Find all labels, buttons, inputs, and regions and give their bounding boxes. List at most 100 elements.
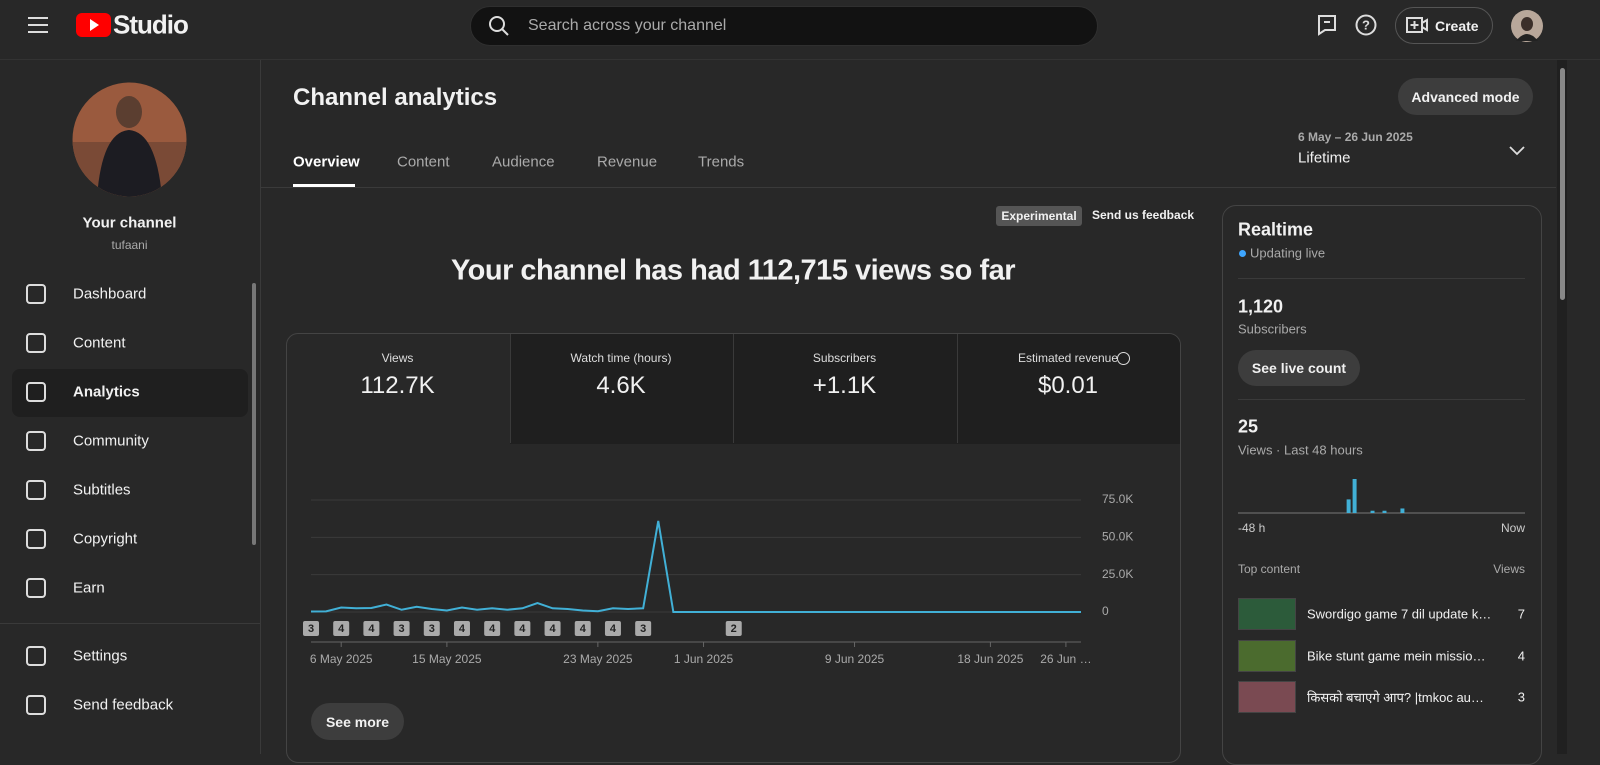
menu-button[interactable] bbox=[26, 15, 50, 35]
tab[interactable]: Trends bbox=[698, 153, 745, 171]
logo-icon[interactable] bbox=[76, 12, 112, 38]
publish-count: 4 bbox=[338, 623, 345, 635]
nav-item[interactable]: Subtitles bbox=[73, 481, 131, 499]
metric-divider bbox=[733, 334, 734, 443]
period-chevron[interactable] bbox=[1508, 143, 1526, 157]
nav-item[interactable]: Community bbox=[73, 432, 149, 450]
create-icon bbox=[1406, 17, 1428, 33]
nav-icon bbox=[26, 480, 46, 500]
publish-badge[interactable] bbox=[363, 621, 380, 636]
nav-item[interactable]: Content bbox=[73, 334, 126, 352]
y-tick-label: 25.0K bbox=[1102, 567, 1133, 581]
nav-item[interactable]: Analytics bbox=[73, 383, 140, 401]
publish-count: 2 bbox=[731, 623, 737, 635]
publish-badge[interactable] bbox=[635, 621, 652, 636]
publish-badge[interactable] bbox=[484, 621, 501, 636]
feedback-link[interactable]: Send us feedback bbox=[1092, 208, 1195, 222]
x-tick-label: 1 Jun 2025 bbox=[674, 652, 734, 666]
publish-badge[interactable] bbox=[393, 621, 410, 636]
x-tick-label: 23 May 2025 bbox=[563, 652, 633, 666]
metric-label[interactable]: Watch time (hours) bbox=[570, 351, 672, 365]
tab[interactable]: Content bbox=[397, 153, 450, 171]
y-tick-label: 0 bbox=[1102, 604, 1109, 618]
subscriber-count: 1,120 bbox=[1238, 296, 1284, 317]
nav-item[interactable]: Dashboard bbox=[73, 285, 147, 303]
publish-badge[interactable] bbox=[453, 621, 470, 636]
nav-icon bbox=[26, 646, 46, 666]
metric-label[interactable]: Subscribers bbox=[812, 351, 877, 365]
video-thumbnail[interactable] bbox=[1238, 598, 1296, 630]
nav-icon bbox=[26, 529, 46, 549]
metric-label[interactable]: Estimated revenue bbox=[1017, 351, 1119, 365]
nav-item[interactable]: Settings bbox=[73, 647, 128, 665]
see-live-count-button[interactable]: See live count bbox=[1238, 350, 1360, 386]
logo-text[interactable]: Studio bbox=[113, 9, 189, 40]
period[interactable]: Lifetime bbox=[1298, 149, 1351, 167]
publish-count: 4 bbox=[368, 623, 375, 635]
video-title[interactable]: Bike stunt game mein missio… bbox=[1307, 648, 1486, 663]
tab-underline bbox=[293, 184, 355, 187]
bar bbox=[1352, 479, 1357, 513]
advanced-mode-button[interactable]: Advanced mode bbox=[1398, 78, 1533, 115]
axis-end: Now bbox=[1501, 521, 1525, 535]
metric-value[interactable]: 112.7K bbox=[360, 372, 435, 399]
nav-item[interactable]: Copyright bbox=[73, 530, 138, 548]
realtime-chart: -48 h Now bbox=[1238, 479, 1525, 535]
video-thumbnail[interactable] bbox=[1238, 639, 1296, 672]
video-thumbnail[interactable] bbox=[1238, 681, 1296, 713]
tab[interactable]: Overview bbox=[293, 153, 360, 171]
page-title: Channel analytics bbox=[293, 84, 498, 111]
nav-icon bbox=[26, 284, 46, 304]
publish-count: 4 bbox=[550, 623, 557, 635]
tab[interactable]: Audience bbox=[492, 153, 555, 171]
realtime-title: Realtime bbox=[1238, 219, 1314, 240]
see-more-button[interactable]: See more bbox=[311, 703, 404, 740]
nav-item[interactable]: Send feedback bbox=[73, 696, 174, 714]
headline: Your channel has had 112,715 views so fa… bbox=[450, 254, 1016, 287]
channel-avatar[interactable] bbox=[72, 82, 187, 197]
views-label: Views · Last 48 hours bbox=[1238, 442, 1363, 458]
publish-badge[interactable] bbox=[544, 621, 561, 636]
create-button[interactable] bbox=[1395, 7, 1493, 44]
metric-label[interactable]: Views bbox=[381, 351, 414, 365]
publish-count: 3 bbox=[399, 623, 405, 635]
publish-badge[interactable] bbox=[514, 621, 531, 636]
help-icon[interactable]: ? bbox=[1355, 14, 1377, 36]
divider bbox=[1238, 278, 1525, 279]
metric-value[interactable]: $0.01 bbox=[1037, 372, 1099, 399]
tab[interactable]: Revenue bbox=[597, 153, 658, 171]
video-views: 7 bbox=[1517, 606, 1525, 622]
publish-badge[interactable] bbox=[604, 621, 621, 636]
divider bbox=[1238, 399, 1525, 400]
video-title[interactable]: किसको बचाएगे आप? |tmkoc au… bbox=[1307, 690, 1484, 705]
page-scrollbar[interactable] bbox=[1560, 68, 1565, 300]
metric-value[interactable]: 4.6K bbox=[596, 372, 646, 399]
publish-badge[interactable] bbox=[303, 621, 319, 636]
publish-count: 3 bbox=[429, 623, 435, 635]
search-box[interactable] bbox=[470, 6, 1098, 46]
nav-item[interactable]: Earn bbox=[73, 579, 105, 597]
create-label[interactable]: Create bbox=[1435, 18, 1479, 34]
video-views: 3 bbox=[1517, 689, 1525, 705]
nav-icon bbox=[26, 333, 46, 353]
views-line bbox=[310, 520, 1081, 613]
publish-count: 3 bbox=[640, 623, 646, 635]
feedback-icon[interactable] bbox=[1316, 14, 1338, 36]
x-tick-label: 18 Jun 2025 bbox=[957, 652, 1023, 666]
publish-badge[interactable] bbox=[574, 621, 591, 636]
publish-badge[interactable] bbox=[333, 621, 350, 636]
publish-count: 4 bbox=[610, 623, 617, 635]
date-range[interactable]: 6 May – 26 Jun 2025 bbox=[1298, 130, 1413, 144]
publish-badge[interactable] bbox=[725, 621, 742, 636]
sidebar-scrollbar[interactable] bbox=[252, 283, 256, 545]
bar bbox=[1382, 510, 1387, 513]
publish-badge[interactable] bbox=[423, 621, 440, 636]
account-avatar[interactable] bbox=[1510, 9, 1544, 43]
metric-divider bbox=[509, 334, 511, 443]
video-title[interactable]: Swordigo game 7 dil update k… bbox=[1307, 606, 1492, 622]
x-tick-label: 26 Jun … bbox=[1040, 652, 1091, 666]
bar bbox=[1346, 499, 1351, 513]
channel-handle: tufaani bbox=[111, 238, 148, 252]
metric-value[interactable]: +1.1K bbox=[812, 372, 877, 399]
